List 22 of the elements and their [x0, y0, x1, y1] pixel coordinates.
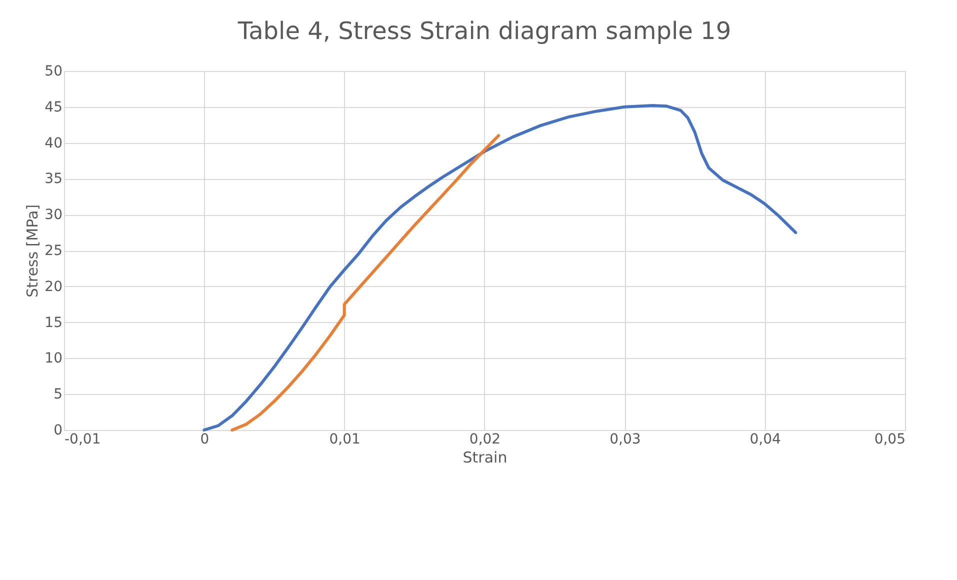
x-tick-label: 0,05: [874, 432, 906, 448]
y-tick-label: 30: [44, 207, 62, 224]
x-axis-title: Strain: [462, 448, 508, 466]
y-axis-title: Stress [MPa]: [24, 204, 42, 298]
y-tick-label: 45: [44, 99, 62, 116]
y-tick-label: 40: [44, 135, 62, 152]
x-tick-label: 0,04: [750, 432, 782, 448]
x-tick-label: -0,01: [64, 432, 101, 448]
y-tick-label: 20: [44, 278, 62, 295]
y-tick-label: 5: [54, 386, 62, 403]
x-tick-label: 0,03: [610, 432, 641, 448]
x-tick-label: 0,01: [329, 432, 360, 448]
y-tick-label: 50: [44, 64, 62, 80]
line-series: [202, 104, 798, 432]
y-tick-label: 15: [44, 314, 62, 331]
x-tick-label: 0: [200, 432, 210, 448]
chart-title: Table 4, Stress Strain diagram sample 19: [236, 17, 732, 45]
y-tick-label: 25: [44, 243, 62, 259]
y-tick-label: 10: [44, 350, 62, 367]
y-tick-label: 35: [44, 171, 62, 188]
line-series: [230, 134, 500, 432]
x-tick-label: 0,02: [469, 432, 501, 448]
